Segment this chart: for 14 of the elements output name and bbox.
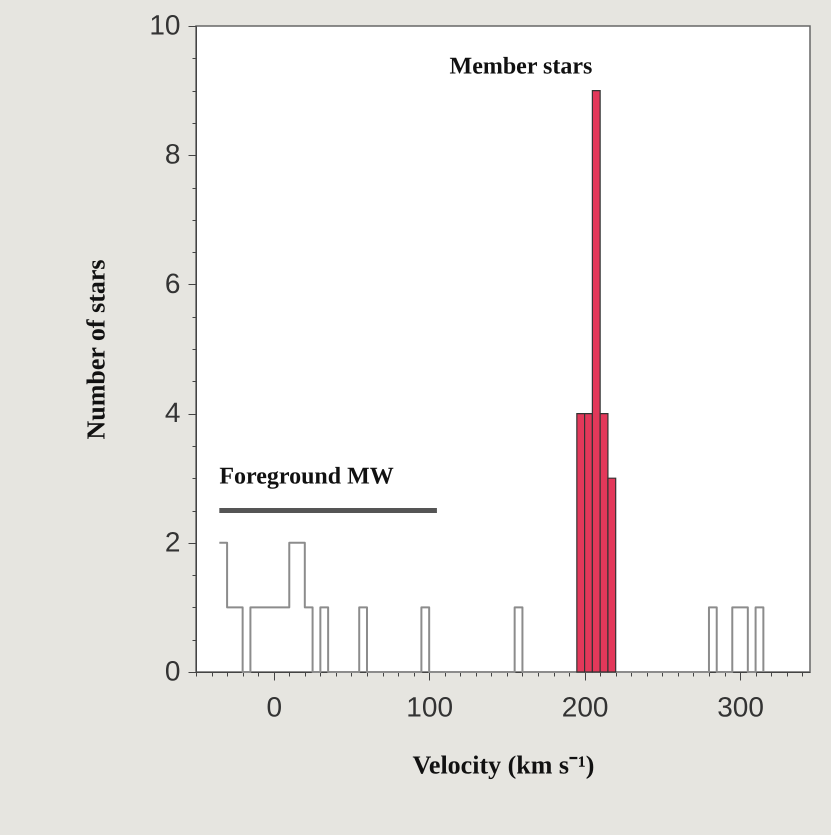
y-tick-label: 2 (164, 526, 180, 558)
annotation: Member stars (450, 54, 592, 80)
x-tick-label: 0 (266, 692, 282, 722)
x-tick-label: 200 (562, 692, 608, 722)
y-tick-label: 6 (164, 268, 180, 299)
y-axis-title: Number of stars (81, 259, 110, 440)
annotation: Foreground MW (219, 464, 394, 490)
y-tick-label: 0 (164, 656, 180, 686)
y-tick-label: 4 (164, 397, 180, 428)
x-tick-label: 300 (717, 692, 764, 722)
x-tick-label: 100 (406, 692, 454, 722)
y-tick-label: 8 (164, 138, 180, 170)
y-tick-label: 10 (149, 10, 180, 40)
x-axis-title: Velocity (km s⁻¹) (412, 750, 594, 780)
